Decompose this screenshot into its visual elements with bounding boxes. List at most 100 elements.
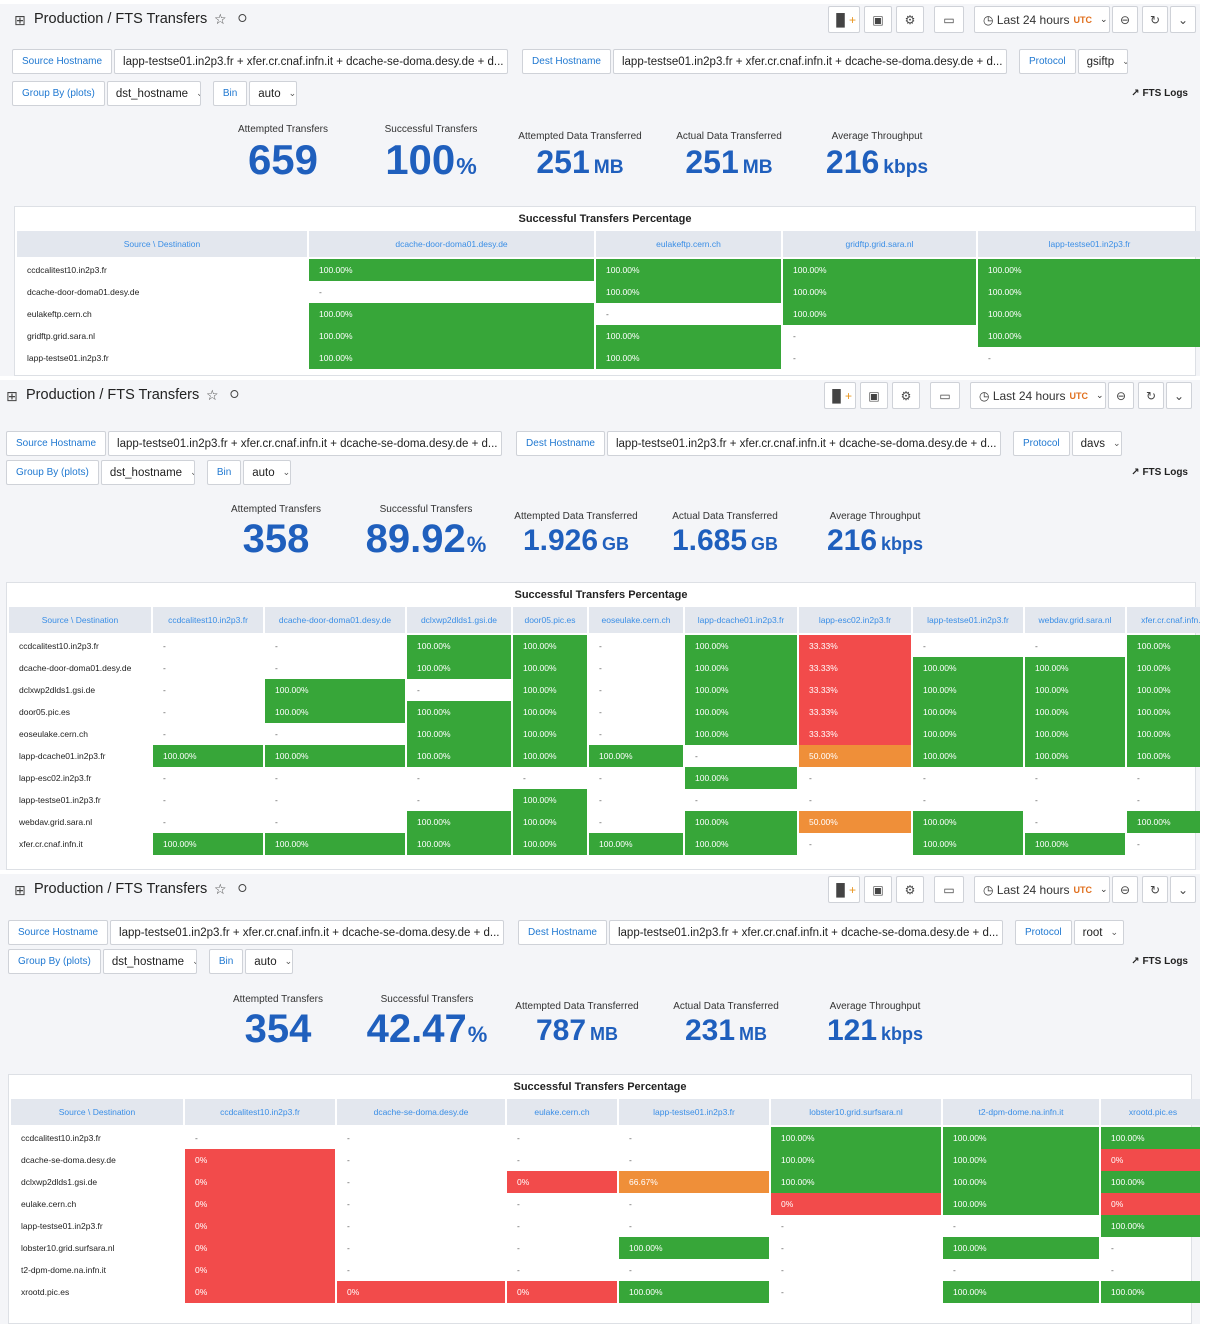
- column-header[interactable]: dcache-door-doma01.desy.de: [265, 607, 405, 633]
- settings-gear-icon[interactable]: ⚙: [896, 6, 924, 33]
- percentage-cell: 0%: [507, 1281, 617, 1303]
- percentage-cell: 100.00%: [407, 723, 511, 745]
- bin-select[interactable]: auto ⌄: [245, 949, 294, 974]
- group-by-select[interactable]: dst_hostname⌄: [106, 81, 201, 106]
- column-header[interactable]: ccdcalitest10.in2p3.fr: [185, 1099, 335, 1125]
- settings-gear-icon[interactable]: ⚙: [896, 876, 924, 903]
- source-hostname-select[interactable]: lapp-testse01.in2p3.fr + xfer.cr.cnaf.in…: [110, 920, 505, 945]
- stat-number: 231: [684, 1014, 736, 1047]
- stat-value: 100%: [356, 139, 506, 181]
- save-icon[interactable]: ▣: [860, 382, 888, 409]
- stat-unit: MB: [739, 1024, 768, 1044]
- dashboard-title[interactable]: Production / FTS Transfers: [34, 11, 208, 27]
- bin-select[interactable]: auto ⌄: [249, 81, 298, 106]
- percentage-cell: 100.00%: [513, 679, 587, 701]
- save-icon[interactable]: ▣: [864, 876, 892, 903]
- bin-select[interactable]: auto ⌄: [243, 460, 292, 485]
- stat-unit: %: [466, 532, 487, 557]
- protocol-select[interactable]: root ⌄: [1073, 920, 1124, 945]
- column-header[interactable]: dcache-door-doma01.desy.de: [309, 231, 594, 257]
- column-header[interactable]: eoseulake.cern.ch: [589, 607, 683, 633]
- dashboards-grid-icon[interactable]: ⊞: [14, 882, 26, 898]
- column-header[interactable]: gridftp.grid.sara.nl: [783, 231, 976, 257]
- column-header[interactable]: xrootd.pic.es: [1101, 1099, 1200, 1125]
- share-icon[interactable]: ⭘: [238, 13, 247, 25]
- column-header[interactable]: ccdcalitest10.in2p3.fr: [153, 607, 263, 633]
- refresh-icon[interactable]: ↻: [1142, 6, 1168, 33]
- column-header[interactable]: lapp-testse01.in2p3.fr: [913, 607, 1023, 633]
- dest-hostname-select[interactable]: lapp-testse01.in2p3.fr + xfer.cr.cnaf.in…: [608, 920, 1003, 945]
- fts-logs-link[interactable]: ↗ FTS Logs: [1131, 956, 1188, 967]
- refresh-interval-dropdown[interactable]: ⌄: [1170, 6, 1196, 33]
- column-header[interactable]: eulakeftp.cern.ch: [596, 231, 781, 257]
- chevron-down-icon: ⌄: [184, 956, 196, 967]
- settings-gear-icon[interactable]: ⚙: [892, 382, 920, 409]
- column-header[interactable]: xfer.cr.cnaf.infn.it: [1127, 607, 1200, 633]
- add-panel-button[interactable]: ▐▌ +: [824, 382, 856, 409]
- transfers-percentage-table: Successful Transfers Percentage Source \ …: [8, 1074, 1200, 1324]
- refresh-icon[interactable]: ↻: [1142, 876, 1168, 903]
- percentage-cell: -: [517, 1155, 520, 1165]
- refresh-interval-dropdown[interactable]: ⌄: [1166, 382, 1192, 409]
- dashboards-grid-icon[interactable]: ⊞: [6, 388, 18, 404]
- time-range-picker[interactable]: ◷ Last 24 hours UTC ⌄: [970, 382, 1106, 409]
- column-header[interactable]: door05.pic.es: [513, 607, 587, 633]
- percentage-cell: -: [599, 685, 602, 695]
- column-header[interactable]: lobster10.grid.surfsara.nl: [771, 1099, 941, 1125]
- dashboards-grid-icon[interactable]: ⊞: [14, 12, 26, 28]
- percentage-cell: -: [195, 1133, 198, 1143]
- chevron-down-icon: ⌄: [500, 927, 504, 938]
- dashboard-title[interactable]: Production / FTS Transfers: [34, 881, 208, 897]
- column-header[interactable]: webdav.grid.sara.nl: [1025, 607, 1125, 633]
- group-by-select[interactable]: dst_hostname⌄: [102, 949, 197, 974]
- row-source-hostname: eulake.cern.ch: [21, 1199, 77, 1209]
- tv-mode-icon[interactable]: ▭: [930, 382, 960, 409]
- time-range-picker[interactable]: ◷ Last 24 hours UTC ⌄: [974, 6, 1110, 33]
- save-icon[interactable]: ▣: [864, 6, 892, 33]
- percentage-cell: -: [953, 1265, 956, 1275]
- star-icon[interactable]: ☆: [214, 11, 227, 27]
- table-row: webdav.grid.sara.nl - -100.00% 100.00% -100.…: [9, 811, 1200, 833]
- column-header[interactable]: dclxwp2dlds1.gsi.de: [407, 607, 511, 633]
- share-icon[interactable]: ⭘: [230, 389, 239, 401]
- protocol-select[interactable]: gsiftp⌄: [1077, 49, 1128, 74]
- corner-header[interactable]: Source \ Destination: [11, 1099, 183, 1125]
- fts-logs-link[interactable]: ↗ FTS Logs: [1131, 467, 1188, 478]
- zoom-out-icon[interactable]: ⊖: [1108, 382, 1134, 409]
- column-header[interactable]: t2-dpm-dome.na.infn.it: [943, 1099, 1099, 1125]
- table-row: xfer.cr.cnaf.infn.it 100.00% 100.00% 100.00…: [9, 833, 1200, 855]
- source-hostname-select[interactable]: lapp-testse01.in2p3.fr + xfer.cr.cnaf.in…: [108, 431, 503, 456]
- tv-mode-icon[interactable]: ▭: [934, 6, 964, 33]
- corner-header[interactable]: Source \ Destination: [17, 231, 307, 257]
- column-header[interactable]: dcache-se-doma.desy.de: [337, 1099, 505, 1125]
- share-icon[interactable]: ⭘: [238, 883, 247, 895]
- fts-logs-link[interactable]: ↗ FTS Logs: [1131, 88, 1188, 99]
- percentage-cell: -: [517, 1221, 520, 1231]
- column-header[interactable]: eulake.cern.ch: [507, 1099, 617, 1125]
- add-panel-button[interactable]: ▐▌ +: [828, 6, 860, 33]
- group-by-select[interactable]: dst_hostname⌄: [100, 460, 195, 485]
- column-header[interactable]: lapp-dcache01.in2p3.fr: [685, 607, 797, 633]
- refresh-interval-dropdown[interactable]: ⌄: [1170, 876, 1196, 903]
- dest-hostname-select[interactable]: lapp-testse01.in2p3.fr + xfer.cr.cnaf.in…: [606, 431, 1001, 456]
- external-link-icon: ↗: [1131, 88, 1140, 99]
- transfers-percentage-table: Successful Transfers Percentage Source \ …: [14, 206, 1200, 376]
- zoom-out-icon[interactable]: ⊖: [1112, 876, 1138, 903]
- percentage-cell: -: [923, 795, 926, 805]
- star-icon[interactable]: ☆: [206, 387, 219, 403]
- tv-mode-icon[interactable]: ▭: [934, 876, 964, 903]
- corner-header[interactable]: Source \ Destination: [9, 607, 151, 633]
- time-range-picker[interactable]: ◷ Last 24 hours UTC ⌄: [974, 876, 1110, 903]
- column-header[interactable]: lapp-esc02.in2p3.fr: [799, 607, 911, 633]
- refresh-icon[interactable]: ↻: [1138, 382, 1164, 409]
- dashboard-title[interactable]: Production / FTS Transfers: [26, 387, 200, 403]
- matrix-table: Source \ Destination ccdcalitest10.in2p3.…: [7, 607, 1200, 855]
- column-header[interactable]: lapp-testse01.in2p3.fr: [619, 1099, 769, 1125]
- zoom-out-icon[interactable]: ⊖: [1112, 6, 1138, 33]
- dest-hostname-select[interactable]: lapp-testse01.in2p3.fr + xfer.cr.cnaf.in…: [612, 49, 1007, 74]
- star-icon[interactable]: ☆: [214, 881, 227, 897]
- protocol-select[interactable]: davs ⌄: [1071, 431, 1122, 456]
- add-panel-button[interactable]: ▐▌ +: [828, 876, 860, 903]
- column-header[interactable]: lapp-testse01.in2p3.fr: [978, 231, 1200, 257]
- source-hostname-select[interactable]: lapp-testse01.in2p3.fr + xfer.cr.cnaf.in…: [114, 49, 509, 74]
